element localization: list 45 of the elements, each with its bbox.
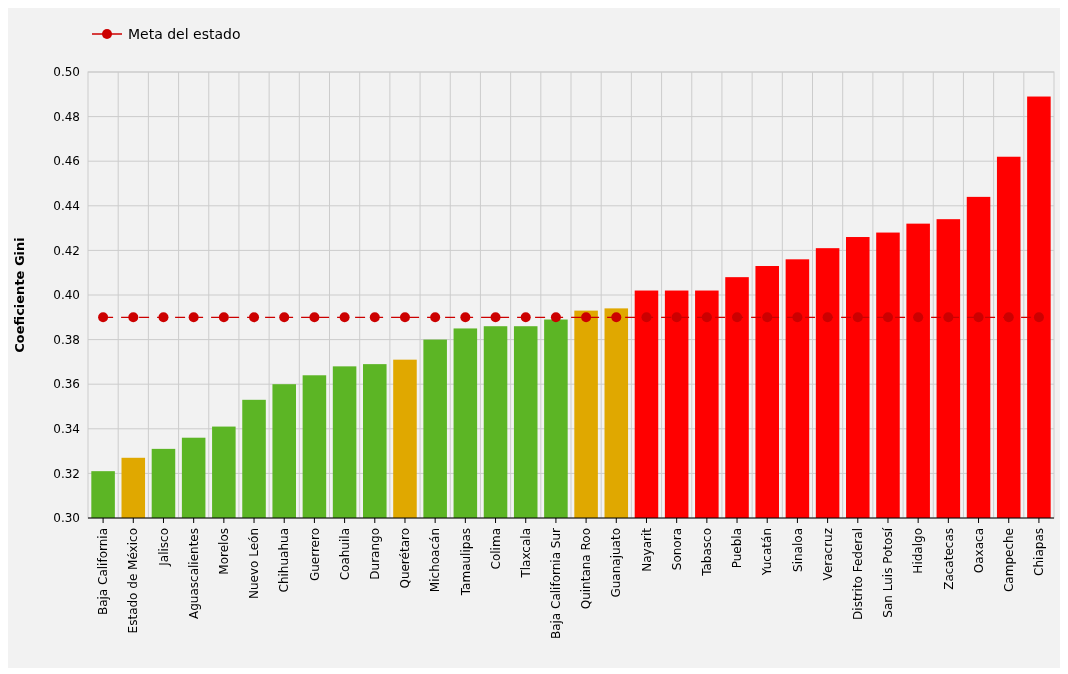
x-tick-label: Chihuahua bbox=[277, 528, 292, 593]
x-tick-label: Morelos bbox=[217, 528, 232, 575]
x-tick-label: Estado de México bbox=[126, 528, 141, 634]
x-tick-label: Colima bbox=[488, 528, 503, 570]
x-tick-label: Baja California Sur bbox=[549, 527, 564, 640]
x-tick-label: Tamaulipas bbox=[458, 528, 473, 597]
y-tick-label: 0.48 bbox=[53, 109, 80, 124]
x-tick-label: Quintana Roo bbox=[579, 528, 594, 610]
x-tick-label: Zacatecas bbox=[941, 528, 956, 590]
y-tick-label: 0.38 bbox=[53, 332, 80, 347]
y-tick-label: 0.34 bbox=[53, 422, 80, 436]
y-tick-label: 0.42 bbox=[53, 243, 80, 258]
x-tick-label: Distrito Federal bbox=[850, 528, 865, 620]
y-tick-label: 0.32 bbox=[53, 466, 80, 481]
y-tick-label: 0.50 bbox=[53, 65, 80, 80]
x-tick-label: Hidalgo bbox=[911, 528, 926, 574]
y-tick-label: 0.44 bbox=[53, 199, 80, 213]
x-tick-label: Jalisco bbox=[156, 528, 171, 567]
x-tick-label: Sonora bbox=[669, 528, 684, 571]
x-tick-label: Campeche bbox=[1001, 528, 1016, 593]
x-tick-label: Sinaloa bbox=[790, 528, 805, 572]
x-tick-label: Oaxaca bbox=[971, 528, 986, 574]
y-tick-label: 0.36 bbox=[53, 377, 80, 392]
legend-label: Meta del estado bbox=[128, 25, 241, 42]
y-axis-title: Coeficiente Gini bbox=[12, 237, 27, 353]
x-tick-label: Tabasco bbox=[700, 528, 715, 577]
x-tick-label: Aguascalientes bbox=[186, 528, 201, 619]
x-tick-label: Guanajuato bbox=[609, 528, 624, 598]
x-tick-label: Puebla bbox=[730, 528, 745, 569]
x-tick-label: Tlaxcala bbox=[518, 528, 533, 579]
y-tick-label: 0.40 bbox=[53, 288, 80, 303]
y-tick-label: 0.30 bbox=[53, 511, 80, 526]
x-tick-label: Veracruz bbox=[820, 528, 835, 581]
x-tick-label: San Luis Potosí bbox=[881, 527, 896, 618]
x-tick-label: Querétaro bbox=[398, 528, 413, 589]
x-tick-label: Durango bbox=[367, 528, 382, 580]
x-tick-label: Yucatán bbox=[760, 528, 775, 577]
x-tick-label: Baja California bbox=[96, 528, 111, 616]
x-tick-label: Coahuila bbox=[337, 528, 352, 581]
x-tick-label: Nuevo León bbox=[247, 528, 262, 600]
x-tick-label: Guerrero bbox=[307, 528, 322, 582]
x-tick-label: Chiapas bbox=[1032, 528, 1047, 576]
y-tick-label: 0.46 bbox=[53, 154, 80, 169]
x-tick-label: Nayarit bbox=[639, 527, 654, 572]
x-tick-label: Michoacán bbox=[428, 528, 443, 593]
